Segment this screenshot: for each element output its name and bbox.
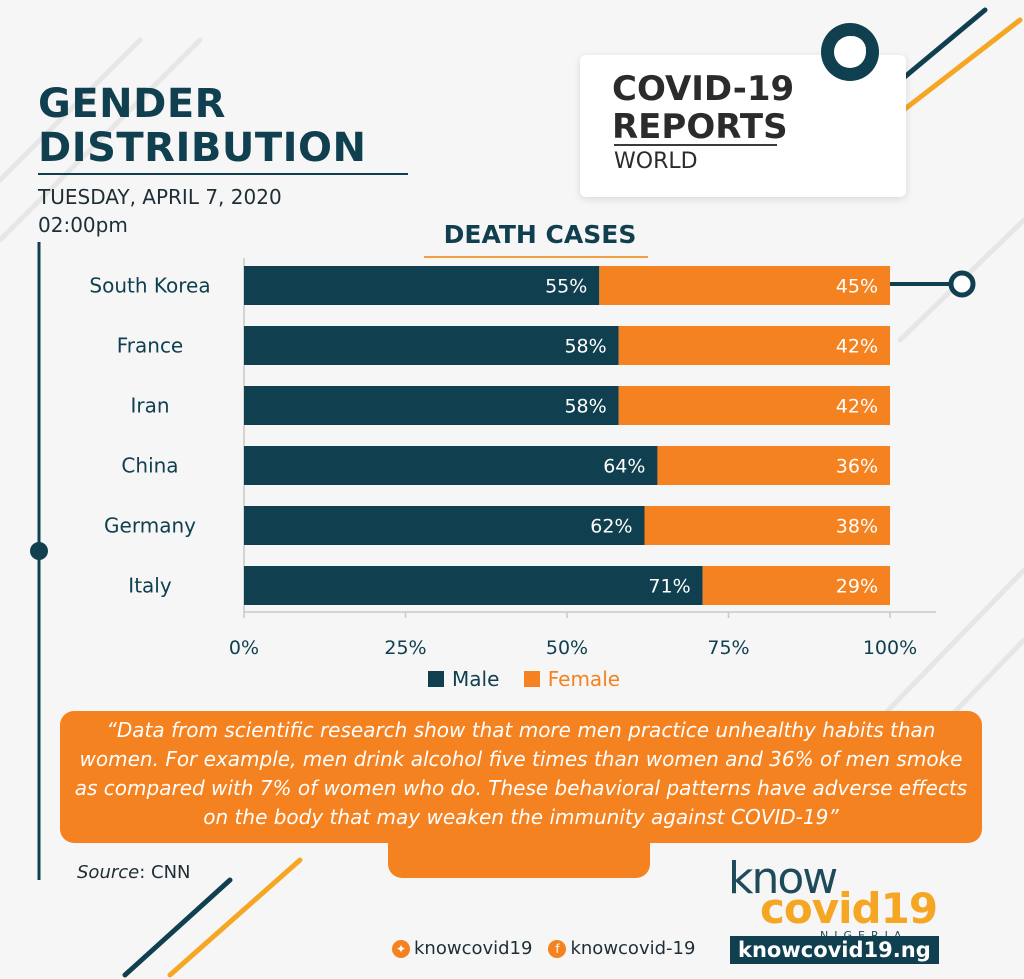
legend-label-male: Male xyxy=(452,667,500,691)
bar-value-label: 55% xyxy=(545,276,587,298)
quote-box xyxy=(60,711,982,843)
legend-item-female: Female xyxy=(523,667,621,691)
source-value: CNN xyxy=(151,862,191,883)
bar-value-label: 62% xyxy=(590,516,632,538)
bar-value-label: 58% xyxy=(564,396,606,418)
title-line-2: DISTRIBUTION xyxy=(38,125,367,171)
source-line: Source: CNN xyxy=(77,862,191,883)
bar-female xyxy=(657,446,890,485)
category-label: Iran xyxy=(130,394,169,418)
x-tick-label: 25% xyxy=(384,637,426,659)
title-underline xyxy=(38,173,408,175)
quote-text: “Data from scientific research show that… xyxy=(74,718,968,829)
x-tick-label: 50% xyxy=(546,637,588,659)
bar-male xyxy=(244,266,600,305)
bar-value-label: 45% xyxy=(836,276,878,298)
twitter-icon[interactable]: ✦ xyxy=(392,939,410,958)
bar-value-label: 71% xyxy=(648,576,690,598)
brand-logo-covid: covid19 xyxy=(760,884,938,933)
bar-female xyxy=(618,386,890,425)
quote-box-tab xyxy=(388,830,650,878)
bar-value-label: 58% xyxy=(564,336,606,358)
legend-swatch-male xyxy=(428,671,444,687)
brand-logo-know: know xyxy=(728,853,838,904)
bar-male xyxy=(244,566,703,605)
twitter-handle[interactable]: knowcovid19 xyxy=(414,938,533,959)
facebook-handle[interactable]: knowcovid-19 xyxy=(570,938,696,959)
report-card-title: COVID-19 REPORTS xyxy=(612,70,794,146)
bar-male xyxy=(244,386,619,425)
bar-value-label: 42% xyxy=(836,396,878,418)
source-label: Source xyxy=(77,862,140,883)
bar-female xyxy=(599,266,890,305)
report-line-1: COVID-19 xyxy=(612,69,795,109)
bar-male xyxy=(244,506,645,545)
category-label: China xyxy=(121,454,178,478)
bar-female xyxy=(644,506,890,545)
facebook-icon[interactable]: f xyxy=(548,939,567,958)
bar-value-label: 38% xyxy=(836,516,878,538)
time-text: 02:00pm xyxy=(38,213,128,237)
category-label: France xyxy=(117,334,184,358)
bar-female xyxy=(702,566,890,605)
website-link[interactable]: knowcovid19.ng xyxy=(730,936,939,964)
x-tick-label: 0% xyxy=(229,637,259,659)
title-line-1: GENDER xyxy=(38,81,226,127)
chart-legend: Male Female xyxy=(428,667,638,692)
category-label: South Korea xyxy=(89,274,210,298)
legend-swatch-female xyxy=(523,671,540,687)
page-title: GENDER DISTRIBUTION xyxy=(38,82,366,170)
chart-title: DEATH CASES xyxy=(443,220,637,249)
date-block: TUESDAY, APRIL 7, 2020 02:00pm xyxy=(38,183,282,239)
date-text: TUESDAY, APRIL 7, 2020 xyxy=(38,185,282,209)
bar-male xyxy=(244,446,658,485)
bar-female xyxy=(618,326,890,365)
bar-value-label: 36% xyxy=(836,456,878,478)
x-tick-label: 75% xyxy=(707,637,749,659)
bar-value-label: 42% xyxy=(836,336,878,358)
bar-male xyxy=(244,326,619,365)
bar-value-label: 29% xyxy=(836,576,878,598)
bar-value-label: 64% xyxy=(603,456,645,478)
report-line-2: REPORTS xyxy=(612,107,788,147)
report-card-divider xyxy=(614,144,777,146)
chart-title-underline xyxy=(424,256,648,258)
category-label: Italy xyxy=(128,574,172,598)
category-label: Germany xyxy=(104,514,196,538)
legend-label-female: Female xyxy=(547,667,621,691)
report-line-3: WORLD xyxy=(614,149,698,174)
pie-chart-icon xyxy=(821,23,879,81)
legend-item-male: Male xyxy=(428,667,499,691)
x-tick-label: 100% xyxy=(863,637,917,659)
social-handles: ✦ knowcovid19 f knowcovid-19 xyxy=(392,938,695,959)
